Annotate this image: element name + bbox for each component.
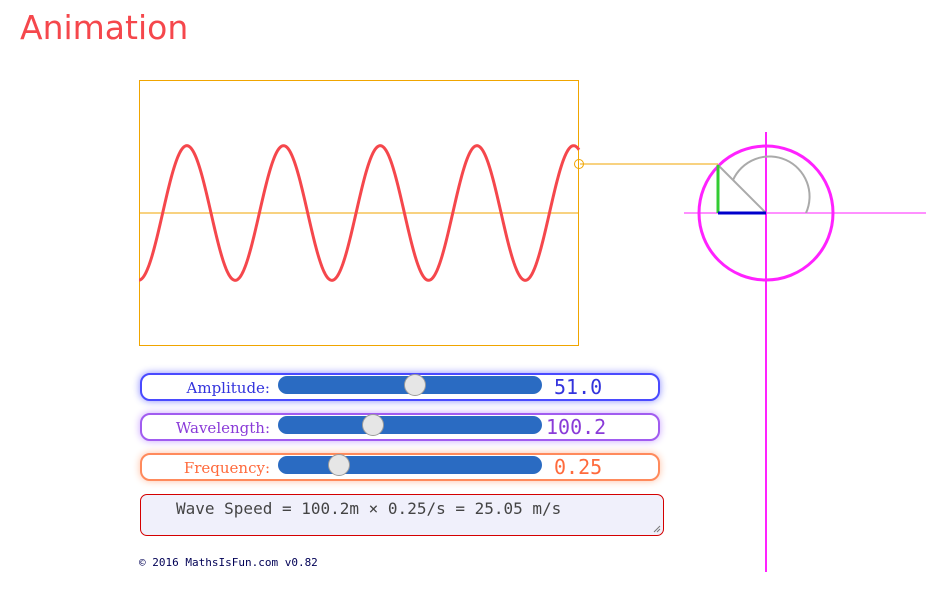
resize-grip-icon[interactable] [653, 525, 661, 533]
phasor-radius [717, 164, 767, 214]
frequency-label: Frequency: [183, 459, 270, 477]
amplitude-value: 51.0 [554, 375, 603, 399]
amplitude-slider-row: Amplitude: 51.0 [140, 373, 660, 401]
frequency-slider-row: Frequency: 0.25 [140, 453, 660, 481]
amplitude-slider-thumb[interactable] [404, 374, 427, 396]
copyright-notice: © 2016 MathsIsFun.com v0.82 [139, 556, 318, 569]
phasor-diagram [580, 132, 926, 572]
wavelength-slider-row: Wavelength: 100.2 [140, 413, 660, 441]
frequency-slider-thumb[interactable] [327, 454, 350, 476]
wavelength-label: Wavelength: [175, 419, 270, 437]
wave-curve [139, 144, 581, 282]
wavelength-value: 100.2 [546, 415, 607, 439]
wave-speed-textarea[interactable]: Wave Speed = 100.2m × 0.25/s = 25.05 m/s [140, 494, 664, 536]
frequency-slider-track[interactable] [278, 454, 542, 476]
phasor-circle [697, 144, 835, 282]
wave-canvas [139, 144, 584, 282]
frequency-value: 0.25 [554, 455, 603, 479]
phase-angle-arc [732, 155, 811, 214]
wave-speed-text: Wave Speed = 100.2m × 0.25/s = 25.05 m/s [176, 499, 562, 518]
page-title: Animation [20, 8, 189, 47]
wavelength-slider-thumb[interactable] [362, 414, 385, 436]
wavelength-slider-track[interactable] [278, 414, 542, 436]
amplitude-slider-track[interactable] [278, 374, 542, 396]
amplitude-label: Amplitude: [186, 379, 270, 397]
